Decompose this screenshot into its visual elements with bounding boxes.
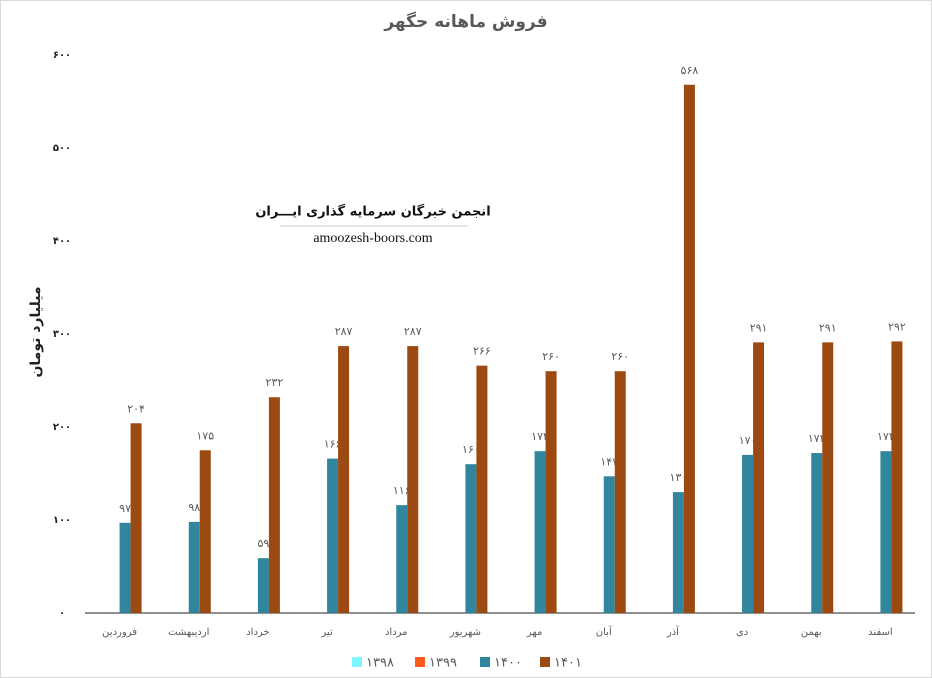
x-tick-label: خرداد [246,627,269,638]
x-tick-label: اسفند [868,627,892,638]
value-label: ۲۰۴ [127,402,145,415]
value-label: ۱۷۰ [739,434,757,447]
bar [753,342,765,613]
legend-label: ۱۳۹۸ [366,656,394,671]
y-tick-label: ۵۰۰ [53,143,71,154]
y-tick-label: ۶۰۰ [53,50,71,61]
bar [880,451,892,613]
y-tick-label: ۳۰۰ [53,329,71,340]
x-tick-label: دی [736,627,748,638]
value-label: ۲۸۷ [335,325,353,338]
x-tick-label: مهر [526,627,542,638]
bar [188,521,200,613]
value-label: ۵۹ [258,537,270,550]
value-label: ۲۳۲ [266,376,284,389]
value-label: ۲۶۰ [611,350,629,363]
value-label: ۲۹۲ [888,320,906,333]
value-label: ۲۶۰ [542,350,560,363]
bar [534,451,546,613]
bar [476,365,488,613]
legend-label: ۱۴۰۱ [554,656,582,671]
bar [130,423,142,613]
x-tick-label: بهمن [801,627,822,638]
bar [465,464,477,613]
x-tick-label: مرداد [385,627,408,638]
bar [614,371,626,613]
value-label: ۱۷۴ [531,430,549,443]
bar [672,492,684,613]
legend-swatch [352,657,362,667]
watermark-url: amoozesh-boors.com [313,231,432,246]
value-label: ۲۹۱ [819,321,837,334]
value-label: ۱۴۷ [600,455,618,468]
bar [891,341,903,613]
watermark-title: انجمن خبرگان سرمایه گذاری ایـــران [255,204,490,220]
value-label: ۱۱۶ [393,484,411,497]
value-label: ۱۷۴ [877,430,895,443]
legend-label: ۱۳۹۹ [429,656,457,671]
legend-label: ۱۴۰۰ [494,656,522,671]
bar [268,397,280,613]
bar [199,450,211,613]
bar [396,505,408,613]
value-label: ۹۸ [188,501,200,514]
bar [683,84,695,613]
value-label: ۵۶۸ [681,64,699,77]
y-tick-label: ۲۰۰ [53,422,71,433]
bar [811,453,823,613]
legend-swatch [415,657,425,667]
y-tick-label: ۴۰۰ [53,236,71,247]
bar [327,458,339,613]
x-tick-label: تیر [320,627,333,638]
bar [407,346,419,613]
x-tick-label: شهریور [449,627,481,638]
chart-title: فروش ماهانه حگهر [383,11,547,32]
value-label: ۲۶۶ [473,345,491,358]
legend-swatch [540,657,550,667]
y-axis-label: میلیارد تومان [28,286,44,377]
value-label: ۱۳۰ [670,471,688,484]
bar [742,454,754,613]
bar [603,476,615,613]
value-label: ۱۶۶ [324,438,342,451]
x-tick-label: آذر [666,625,680,638]
value-label: ۲۸۷ [404,325,422,338]
bar [257,558,269,613]
x-tick-label: فروردین [102,627,137,638]
value-label: ۱۶۰ [462,443,480,456]
bar [119,522,131,613]
value-label: ۱۷۲ [808,432,826,445]
bar [545,371,557,613]
y-tick-label: ۰ [59,608,65,619]
value-label: ۲۹۱ [750,321,768,334]
bar [822,342,834,613]
y-tick-label: ۱۰۰ [53,515,71,526]
value-label: ۱۷۵ [196,429,214,442]
x-tick-label: آبان [596,625,613,638]
bar [338,346,350,613]
x-tick-label: اردیبهشت [168,627,209,638]
legend-swatch [480,657,490,667]
value-label: ۹۷ [119,502,131,515]
